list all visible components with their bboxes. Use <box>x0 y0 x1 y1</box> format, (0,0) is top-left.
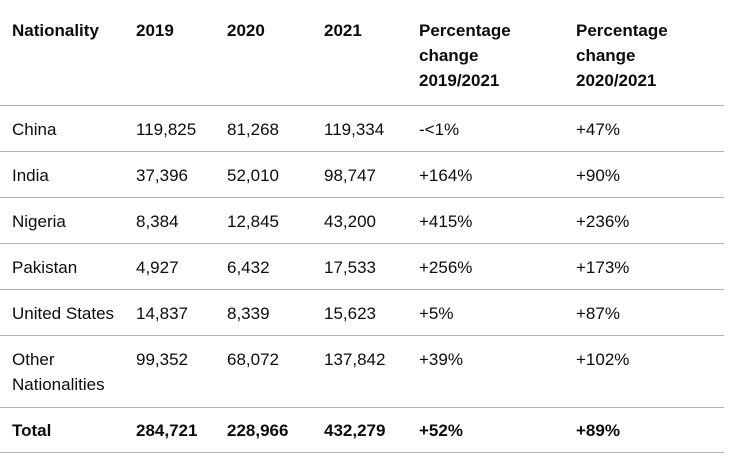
cell-change-2019-2021: -<1% <box>419 105 576 152</box>
cell-change-2019-2021: +5% <box>419 289 576 336</box>
table-row: Pakistan 4,927 6,432 17,533 +256% +173% <box>0 243 724 290</box>
table-row: China 119,825 81,268 119,334 -<1% +47% <box>0 105 724 152</box>
cell-2021: 43,200 <box>324 197 419 244</box>
cell-nationality: United States <box>0 289 136 336</box>
cell-2020: 68,072 <box>227 335 324 408</box>
cell-2021: 137,842 <box>324 335 419 408</box>
cell-change-2020-2021: +87% <box>576 289 724 336</box>
table-total-row: Total 284,721 228,966 432,279 +52% +89% <box>0 407 724 453</box>
header-2021: 2021 <box>324 0 419 106</box>
cell-2019: 14,837 <box>136 289 227 336</box>
table-row: Nigeria 8,384 12,845 43,200 +415% +236% <box>0 197 724 244</box>
header-change-2019-2021: Percentage change 2019/2021 <box>419 0 576 106</box>
cell-change-2020-2021: +173% <box>576 243 724 290</box>
table-row: Other Nationalities 99,352 68,072 137,84… <box>0 335 724 408</box>
header-change-2020-2021-line-3: 2020/2021 <box>576 71 657 90</box>
header-change-2020-2021-line-2: change <box>576 46 636 65</box>
cell-2020: 81,268 <box>227 105 324 152</box>
header-2019: 2019 <box>136 0 227 106</box>
total-change-2019-2021: +52% <box>419 407 576 453</box>
header-change-2019-2021-line-2: change <box>419 46 479 65</box>
cell-2021: 15,623 <box>324 289 419 336</box>
cell-nationality: Pakistan <box>0 243 136 290</box>
cell-2019: 8,384 <box>136 197 227 244</box>
table-row: India 37,396 52,010 98,747 +164% +90% <box>0 151 724 198</box>
nationality-table: Nationality 2019 2020 2021 Percentage ch… <box>0 0 724 453</box>
cell-change-2019-2021: +415% <box>419 197 576 244</box>
cell-2021: 119,334 <box>324 105 419 152</box>
header-change-2019-2021-line-1: Percentage <box>419 21 511 40</box>
table-header-row: Nationality 2019 2020 2021 Percentage ch… <box>0 0 724 106</box>
cell-2020: 12,845 <box>227 197 324 244</box>
cell-change-2019-2021: +164% <box>419 151 576 198</box>
total-change-2020-2021: +89% <box>576 407 724 453</box>
cell-2020: 8,339 <box>227 289 324 336</box>
total-label: Total <box>0 407 136 453</box>
table-row: United States 14,837 8,339 15,623 +5% +8… <box>0 289 724 336</box>
cell-change-2020-2021: +236% <box>576 197 724 244</box>
cell-nationality: India <box>0 151 136 198</box>
header-nationality: Nationality <box>0 0 136 106</box>
cell-2019: 4,927 <box>136 243 227 290</box>
cell-2019: 99,352 <box>136 335 227 408</box>
cell-change-2019-2021: +39% <box>419 335 576 408</box>
cell-2019: 119,825 <box>136 105 227 152</box>
total-2021: 432,279 <box>324 407 419 453</box>
cell-2020: 52,010 <box>227 151 324 198</box>
header-change-2019-2021-line-3: 2019/2021 <box>419 71 500 90</box>
cell-2021: 98,747 <box>324 151 419 198</box>
cell-2020: 6,432 <box>227 243 324 290</box>
header-change-2020-2021: Percentage change 2020/2021 <box>576 0 724 106</box>
header-2020: 2020 <box>227 0 324 106</box>
cell-nationality: Nigeria <box>0 197 136 244</box>
cell-2019: 37,396 <box>136 151 227 198</box>
total-2020: 228,966 <box>227 407 324 453</box>
cell-change-2019-2021: +256% <box>419 243 576 290</box>
cell-nationality: China <box>0 105 136 152</box>
cell-change-2020-2021: +90% <box>576 151 724 198</box>
cell-2021: 17,533 <box>324 243 419 290</box>
cell-nationality: Other Nationalities <box>0 335 136 408</box>
cell-nationality-line-2: Nationalities <box>12 375 105 394</box>
cell-nationality-line-1: Other <box>12 350 55 369</box>
total-2019: 284,721 <box>136 407 227 453</box>
cell-change-2020-2021: +47% <box>576 105 724 152</box>
cell-change-2020-2021: +102% <box>576 335 724 408</box>
header-change-2020-2021-line-1: Percentage <box>576 21 668 40</box>
